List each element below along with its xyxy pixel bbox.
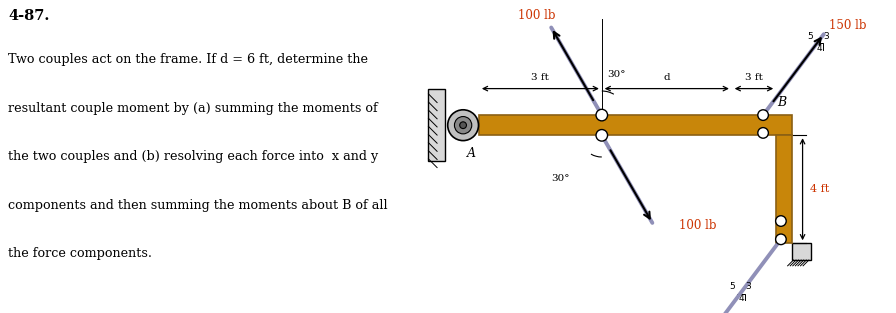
Circle shape bbox=[758, 128, 769, 138]
Polygon shape bbox=[792, 243, 811, 260]
Text: 100 lb: 100 lb bbox=[679, 219, 716, 232]
Text: 5: 5 bbox=[729, 282, 735, 291]
Text: B: B bbox=[777, 96, 786, 109]
Text: resultant couple moment by (a) summing the moments of: resultant couple moment by (a) summing t… bbox=[8, 102, 378, 115]
Circle shape bbox=[448, 110, 478, 141]
Text: 5: 5 bbox=[807, 32, 813, 41]
Text: 4: 4 bbox=[816, 44, 822, 53]
Polygon shape bbox=[428, 89, 445, 161]
Text: 100 lb: 100 lb bbox=[518, 9, 556, 22]
Circle shape bbox=[758, 110, 769, 121]
Text: 3 ft: 3 ft bbox=[745, 73, 762, 82]
Text: the two couples and (b) resolving each force into  x and y: the two couples and (b) resolving each f… bbox=[8, 150, 378, 163]
Text: 30°: 30° bbox=[607, 70, 626, 79]
Circle shape bbox=[776, 234, 786, 245]
Text: Two couples act on the frame. If d = 6 ft, determine the: Two couples act on the frame. If d = 6 f… bbox=[8, 53, 368, 66]
Circle shape bbox=[596, 130, 607, 141]
Text: 3 ft: 3 ft bbox=[531, 73, 549, 82]
Circle shape bbox=[776, 216, 786, 226]
Text: 150 lb: 150 lb bbox=[829, 19, 866, 32]
Text: 4-87.: 4-87. bbox=[8, 9, 49, 23]
Polygon shape bbox=[776, 135, 792, 243]
Circle shape bbox=[460, 122, 467, 129]
Text: 4: 4 bbox=[738, 294, 744, 303]
Text: components and then summing the moments about B of all: components and then summing the moments … bbox=[8, 199, 388, 212]
Text: 30°: 30° bbox=[551, 174, 570, 183]
Text: 3: 3 bbox=[823, 32, 830, 41]
Text: d: d bbox=[663, 73, 670, 82]
Text: 3: 3 bbox=[745, 282, 752, 291]
Text: the force components.: the force components. bbox=[8, 247, 152, 260]
Circle shape bbox=[454, 116, 472, 134]
Circle shape bbox=[596, 109, 607, 121]
Text: A: A bbox=[467, 147, 476, 160]
Text: 4 ft: 4 ft bbox=[810, 184, 829, 194]
Polygon shape bbox=[479, 115, 792, 135]
